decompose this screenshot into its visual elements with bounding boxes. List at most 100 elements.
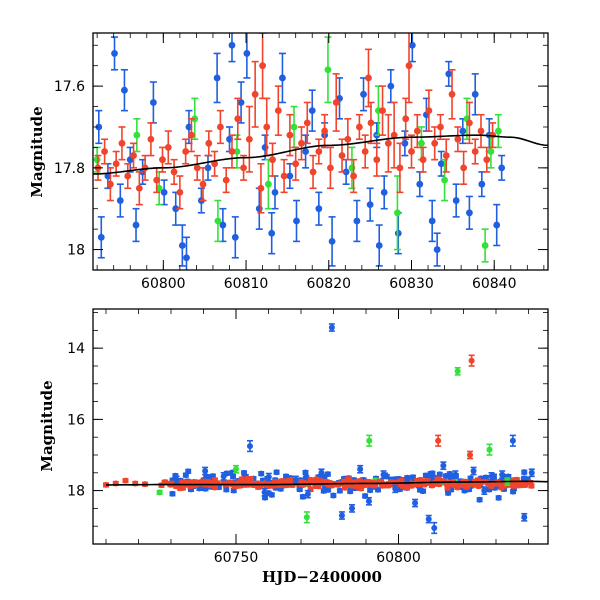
bottom-x-axis-label: HJD−2400000: [262, 568, 382, 586]
data-point-red-marker: [344, 135, 352, 143]
data-point-blue-marker: [412, 500, 419, 507]
data-point-red-marker: [477, 127, 485, 135]
bottom-panel-data: [103, 323, 548, 535]
data-point-blue: [304, 489, 311, 499]
data-point-red-marker: [238, 476, 245, 483]
data-point-red-marker: [298, 139, 305, 147]
data-point-blue-marker: [347, 488, 354, 495]
data-point-blue-marker: [392, 485, 399, 492]
data-point-red-marker: [274, 107, 282, 115]
data-point-blue-marker: [302, 148, 310, 155]
data-point-red-marker: [373, 156, 381, 164]
data-point-red-marker: [471, 148, 479, 155]
data-point-blue-marker: [498, 164, 506, 172]
data-point-blue-marker: [302, 469, 309, 476]
data-point-blue-marker: [237, 99, 245, 106]
data-point-blue: [510, 488, 517, 495]
data-point-red-marker: [164, 144, 172, 151]
data-point-red-marker: [460, 164, 468, 172]
data-point-red-marker: [222, 176, 230, 184]
data-point-red-marker: [234, 480, 241, 487]
data-point-blue-marker: [268, 229, 276, 237]
data-point-blue-marker: [470, 468, 477, 475]
data-point-red: [234, 480, 241, 487]
data-point-blue-marker: [425, 473, 432, 480]
data-point-blue-marker: [495, 494, 502, 501]
data-point-blue-marker: [481, 487, 488, 494]
data-point-blue-marker: [219, 221, 227, 229]
data-point-blue: [237, 81, 245, 124]
data-point-blue-marker: [349, 505, 356, 512]
data-point-blue-marker: [293, 217, 300, 225]
data-point-red: [135, 171, 143, 206]
data-point-red: [244, 475, 251, 482]
data-point-red-marker: [321, 127, 329, 135]
top-panel: 60800 60810 60820 60830 60840 17.6 17.8 18 Magn…: [28, 32, 549, 292]
data-point-red: [419, 146, 427, 173]
data-point-blue-marker: [367, 487, 374, 494]
data-point-green-marker: [481, 242, 489, 249]
top-x-tick-label: 60830: [389, 276, 434, 292]
data-point-red: [373, 142, 381, 177]
data-point-blue: [271, 175, 279, 210]
data-point-blue-marker: [223, 486, 230, 493]
data-point-blue: [353, 199, 361, 243]
data-point-red: [170, 158, 178, 185]
data-point-blue-marker: [299, 493, 306, 500]
data-point-blue-marker: [172, 205, 180, 213]
data-point-red: [326, 146, 334, 190]
data-point-red: [468, 354, 475, 367]
data-point-green-marker: [418, 139, 425, 147]
data-point-red: [122, 477, 129, 484]
data-point-blue-marker: [437, 160, 445, 168]
data-point-red: [176, 175, 184, 210]
data-point-green-marker: [324, 66, 332, 74]
data-point-blue: [302, 134, 310, 169]
data-point-blue-marker: [243, 50, 251, 57]
data-point-red-marker: [217, 123, 224, 131]
data-point-red-marker: [159, 156, 166, 164]
data-point-green-marker: [264, 180, 272, 188]
data-point-red-marker: [170, 168, 178, 176]
data-point-blue-marker: [428, 217, 436, 225]
data-point-blue: [498, 154, 506, 181]
data-point-red-marker: [431, 139, 439, 147]
data-point-blue: [452, 183, 460, 218]
data-point-blue: [347, 488, 354, 495]
data-point-red-marker: [118, 139, 126, 147]
data-point-red-marker: [303, 119, 311, 127]
data-point-red: [187, 118, 195, 153]
data-point-blue: [433, 232, 441, 267]
data-point-blue-marker: [433, 246, 441, 253]
data-point-blue-marker: [336, 487, 343, 494]
data-point-green: [504, 477, 511, 487]
data-point-blue: [425, 514, 432, 524]
data-point-blue: [160, 179, 168, 206]
data-point-red: [390, 101, 398, 169]
data-point-red: [234, 97, 242, 141]
data-point-green: [303, 511, 310, 524]
data-point-blue-marker: [425, 516, 432, 523]
data-point-red-marker: [350, 479, 357, 486]
data-point-red: [286, 113, 294, 157]
data-point-red-marker: [315, 483, 322, 490]
data-point-red-marker: [467, 451, 473, 458]
data-point-blue: [493, 203, 501, 247]
data-point-red-marker: [132, 480, 139, 487]
data-point-red: [193, 154, 201, 181]
data-point-red: [179, 484, 186, 491]
data-point-red: [313, 476, 320, 483]
data-point-blue: [111, 36, 119, 71]
data-point-green-marker: [441, 176, 448, 184]
data-point-blue-marker: [394, 229, 402, 237]
data-point-red: [350, 158, 358, 194]
data-point-blue: [299, 493, 306, 500]
data-point-blue: [220, 471, 227, 481]
data-point-blue-marker: [440, 462, 447, 469]
data-point-blue-marker: [459, 127, 467, 135]
data-point-green-marker: [487, 148, 495, 155]
data-point-blue: [387, 68, 395, 104]
data-point-blue-marker: [258, 470, 265, 477]
data-point-red: [124, 162, 132, 190]
data-point-blue-marker: [178, 242, 186, 249]
